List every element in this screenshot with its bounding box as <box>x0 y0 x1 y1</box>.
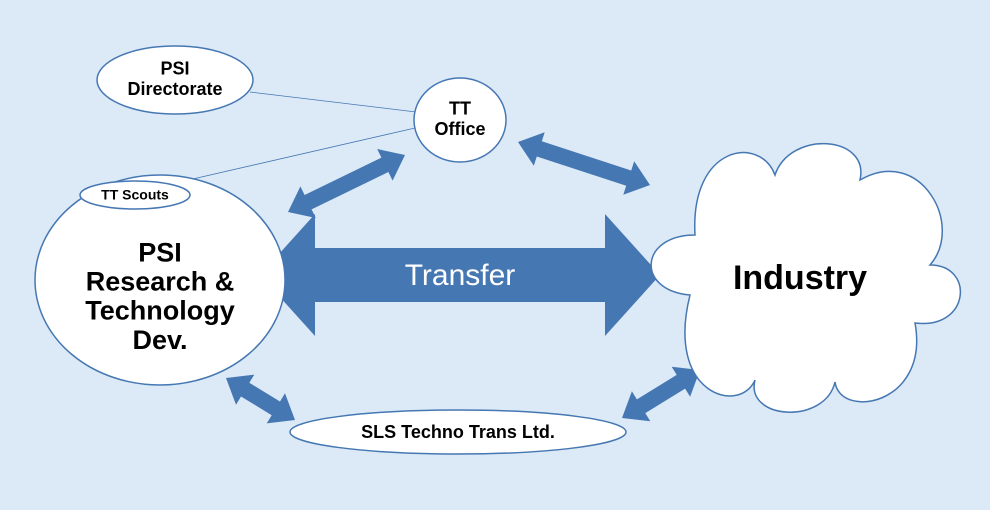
node-sls-label: SLS Techno Trans Ltd. <box>361 422 555 442</box>
node-psi_research-label-line-3: Dev. <box>132 325 187 355</box>
node-psi_directorate-label-line-1: Directorate <box>127 79 222 99</box>
node-tt_office-label-line-0: TT <box>449 99 471 119</box>
node-psi_research-label-line-2: Technology <box>85 296 235 326</box>
node-tt_scouts-label: TT Scouts <box>101 187 169 203</box>
node-industry-label: Industry <box>733 259 867 297</box>
node-psi_directorate-label-line-0: PSI <box>160 59 189 79</box>
node-psi_research-label-line-1: Research & <box>86 267 235 297</box>
node-psi_research-label-line-0: PSI <box>138 237 182 267</box>
node-tt_office-label-line-1: Office <box>434 119 485 139</box>
transfer-arrow-label: Transfer <box>405 259 516 292</box>
